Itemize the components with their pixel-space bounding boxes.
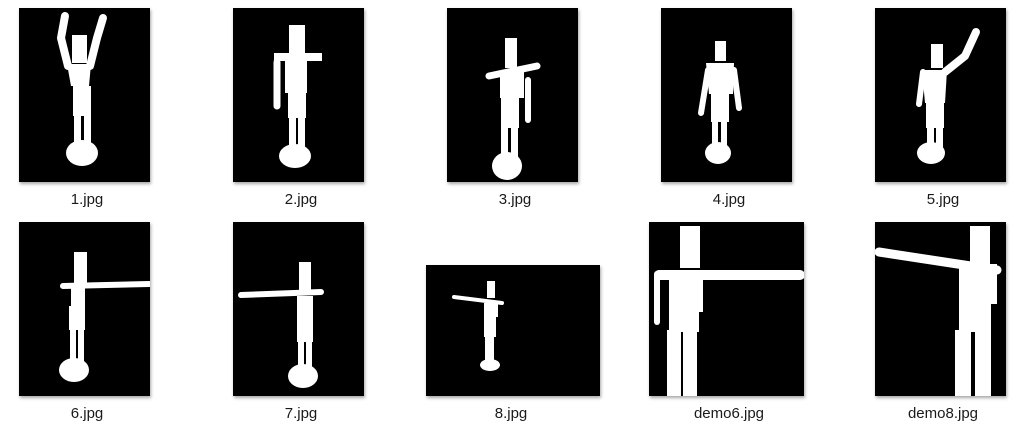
- file-name-2: 2.jpg: [284, 191, 318, 208]
- thumbnail-3: [447, 8, 578, 182]
- thumbnail-8: [426, 265, 600, 396]
- figure-cropped-arm-right-icon: [649, 222, 804, 396]
- file-item-2[interactable]: 2.jpg: [226, 0, 376, 215]
- figure-one-arm-horizontal-icon: [447, 8, 578, 182]
- figure-arm-extended-right-icon: [19, 222, 150, 396]
- file-item-3[interactable]: 3.jpg: [440, 0, 590, 215]
- file-name-6: 6.jpg: [70, 405, 104, 422]
- file-item-demo8[interactable]: demo8.jpg: [868, 214, 1018, 429]
- file-name-3: 3.jpg: [498, 191, 532, 208]
- file-item-demo6[interactable]: demo6.jpg: [649, 214, 804, 429]
- figure-cropped-arm-left-icon: [875, 222, 1006, 396]
- thumbnail-demo6: [649, 222, 804, 396]
- file-name-demo8: demo8.jpg: [907, 405, 979, 422]
- thumbnail-6: [19, 222, 150, 396]
- file-item-7[interactable]: 7.jpg: [226, 214, 376, 429]
- figure-small-landscape-icon: [426, 265, 600, 396]
- file-item-4[interactable]: 4.jpg: [654, 0, 804, 215]
- thumbnail-4: [661, 8, 792, 182]
- figure-arm-extended-left-icon: [233, 222, 364, 396]
- file-name-7: 7.jpg: [284, 405, 318, 422]
- thumbnail-7: [233, 222, 364, 396]
- thumbnail-5: [875, 8, 1006, 182]
- thumbnail-2: [233, 8, 364, 182]
- thumbnail-demo8: [875, 222, 1006, 396]
- figure-arms-raised-icon: [19, 8, 150, 182]
- file-name-4: 4.jpg: [712, 191, 746, 208]
- file-item-6[interactable]: 6.jpg: [12, 214, 162, 429]
- file-name-5: 5.jpg: [926, 191, 960, 208]
- file-item-8[interactable]: 8.jpg: [426, 214, 600, 429]
- thumbnail-1: [19, 8, 150, 182]
- figure-arm-raised-diagonal-icon: [875, 8, 1006, 182]
- file-item-1[interactable]: 1.jpg: [12, 0, 162, 215]
- file-name-demo6: demo6.jpg: [693, 405, 765, 422]
- file-name-8: 8.jpg: [494, 405, 528, 422]
- file-name-1: 1.jpg: [70, 191, 104, 208]
- figure-arms-down-icon: [661, 8, 792, 182]
- file-item-5[interactable]: 5.jpg: [868, 0, 1018, 215]
- figure-arms-down-icon: [233, 8, 364, 182]
